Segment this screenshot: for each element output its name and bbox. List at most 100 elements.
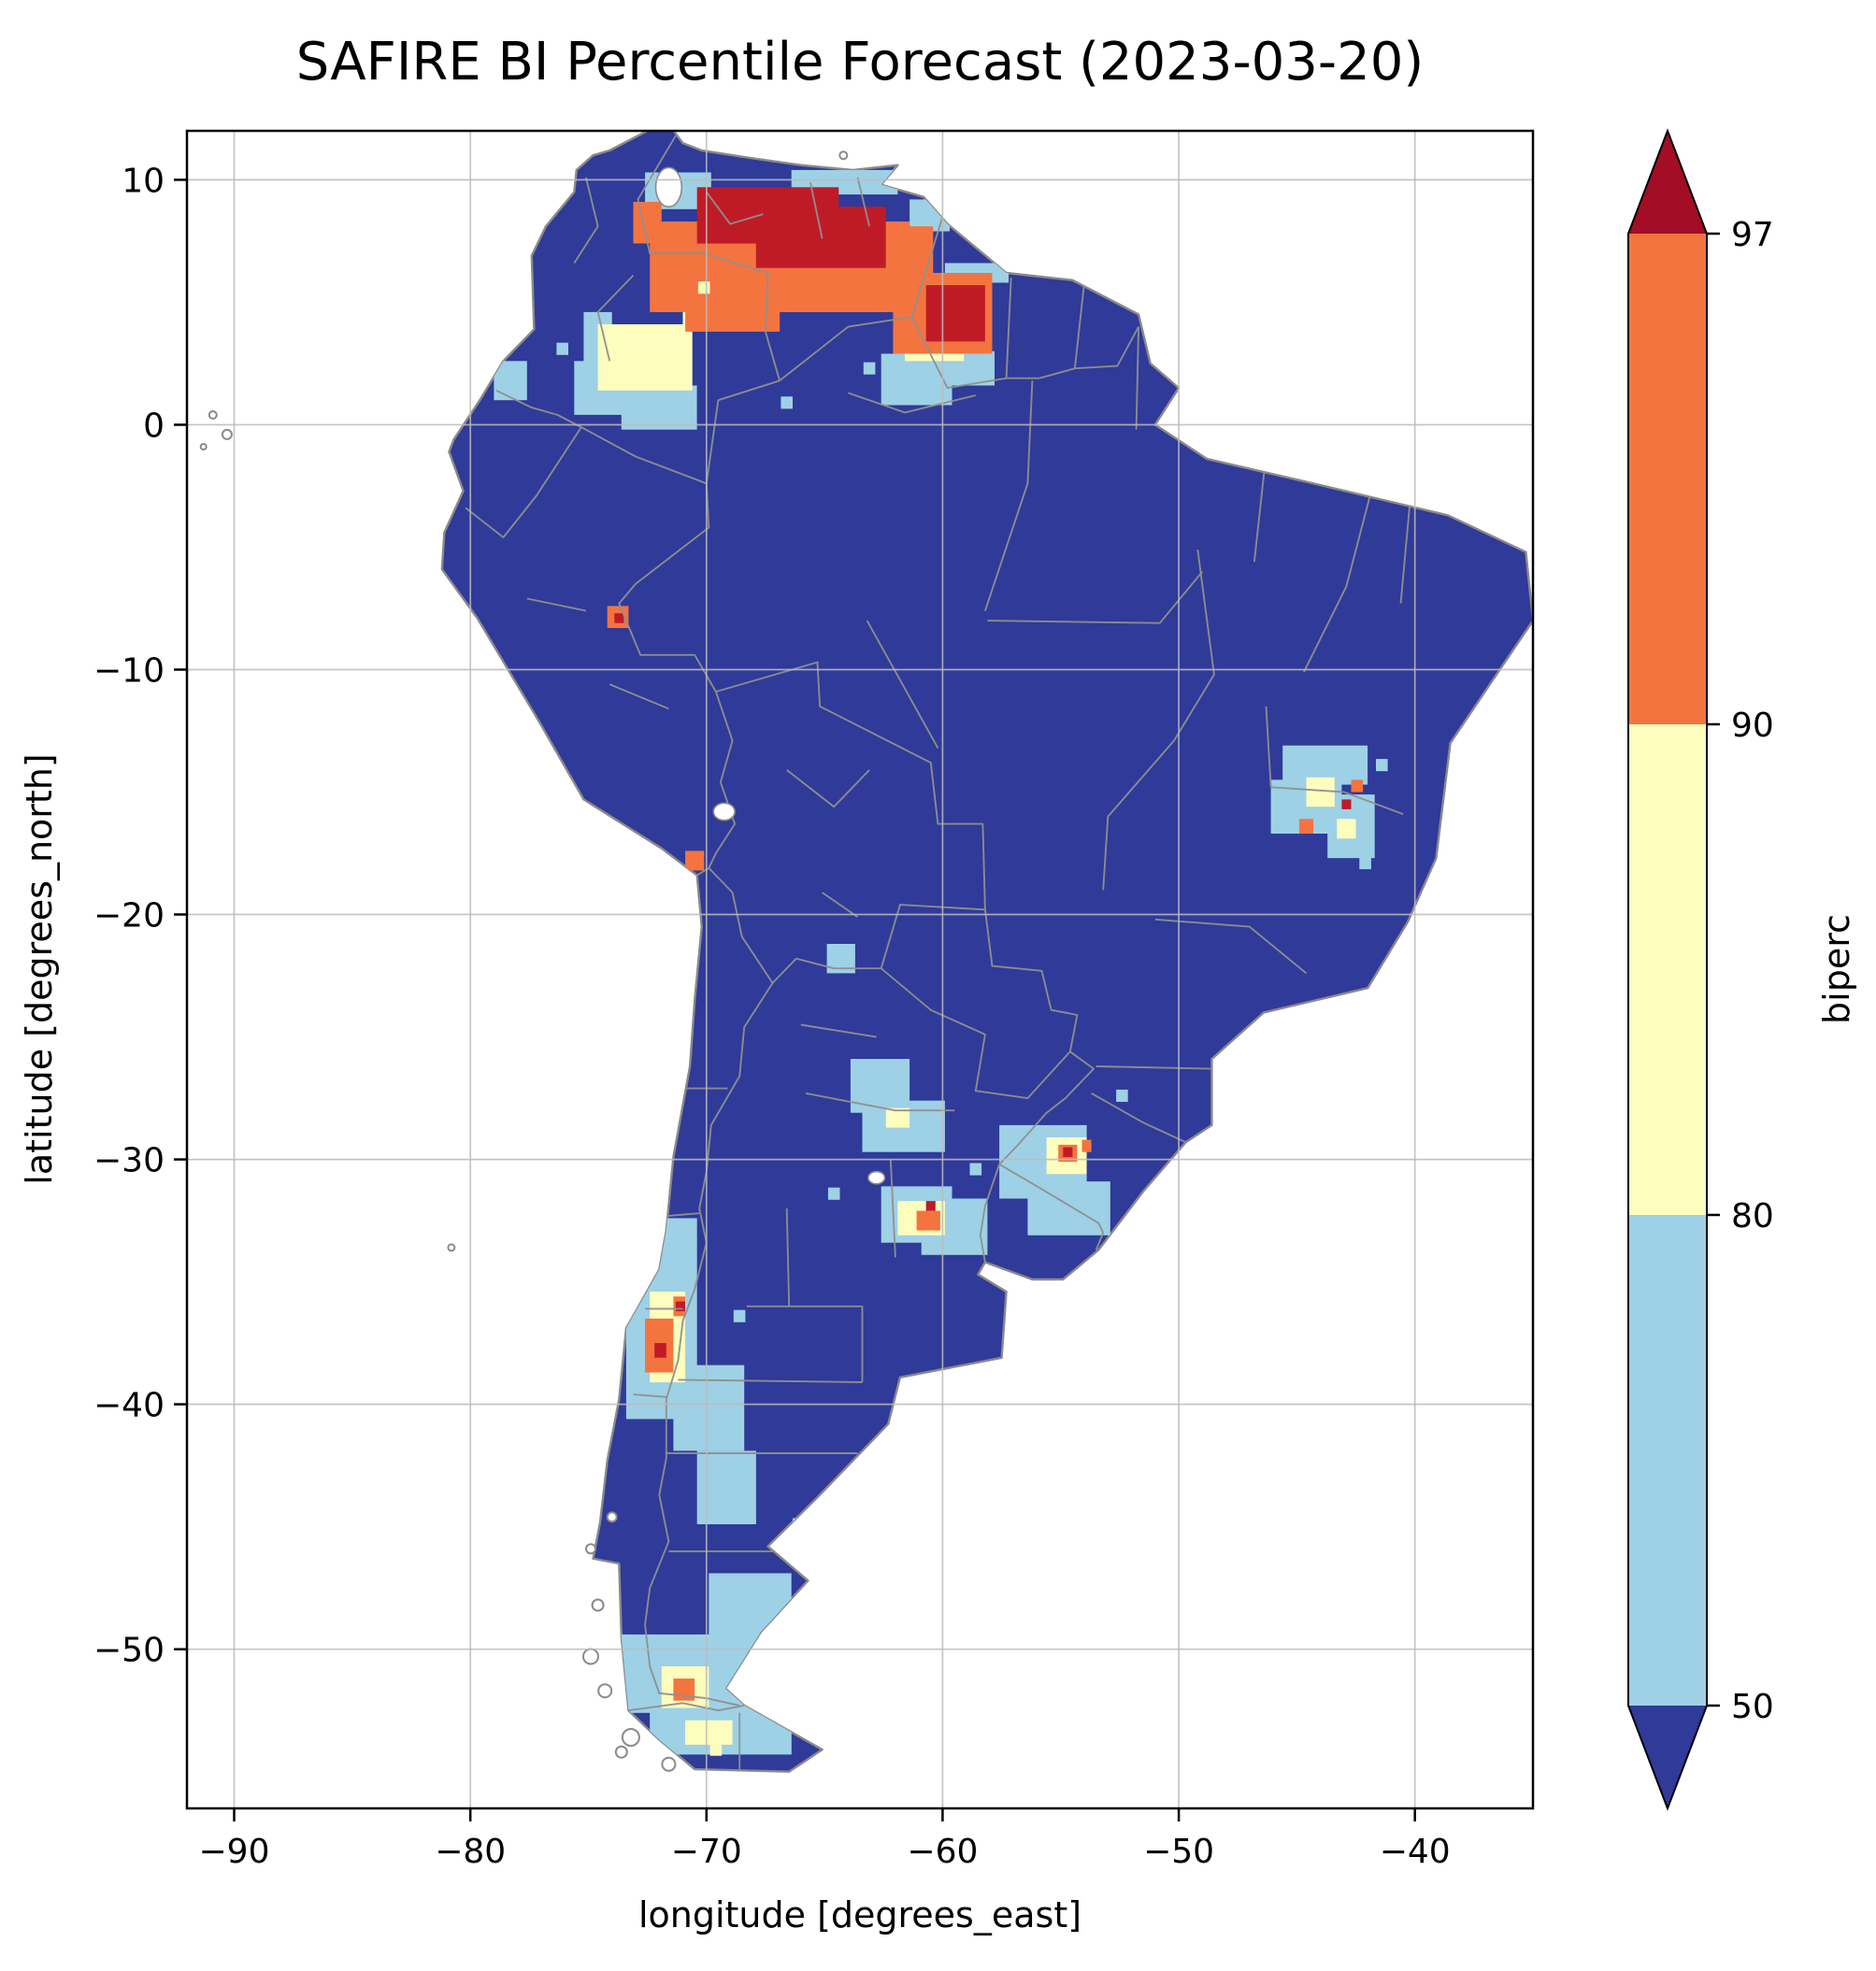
y-tick-label: −10 (93, 652, 165, 691)
border-line (668, 1212, 700, 1217)
border-line (596, 274, 635, 362)
chart-title: SAFIRE BI Percentile Forecast (2023-03-2… (296, 32, 1424, 93)
border-line (1265, 706, 1272, 788)
region-cell (1081, 1139, 1092, 1152)
region-cell (614, 613, 624, 623)
region-cell (1306, 777, 1335, 807)
border-line (465, 426, 582, 538)
region-speck (722, 1424, 734, 1437)
x-axis-label: longitude [degrees_east] (638, 1894, 1081, 1935)
border-line (1154, 918, 1308, 975)
x-tick-label: −80 (435, 1833, 506, 1871)
colorbar-tick-label: 90 (1731, 707, 1774, 745)
region-cell (1063, 1147, 1073, 1157)
border-line (495, 389, 582, 428)
colorbar-tick-label: 50 (1731, 1688, 1774, 1726)
border-line (1091, 1092, 1186, 1144)
border-line (983, 909, 1079, 1052)
border-line (633, 1393, 666, 1398)
region-speck (1376, 759, 1388, 772)
region-cell (1027, 1181, 1110, 1235)
region-cell (916, 1210, 940, 1231)
border-line (771, 957, 881, 984)
border-line (1102, 549, 1215, 891)
island (661, 1756, 677, 1772)
border-line (746, 1305, 864, 1382)
border-line (881, 967, 1071, 1100)
x-tick-label: −40 (1380, 1833, 1451, 1871)
region-cell (621, 385, 697, 430)
border-line (1270, 786, 1404, 815)
region-cell (1341, 799, 1352, 809)
colorbar-tick-label: 97 (1731, 216, 1774, 254)
border-line (609, 683, 669, 710)
region-cell (654, 1343, 666, 1358)
border-line (998, 1163, 1105, 1250)
border-line (785, 1207, 791, 1307)
border-line (644, 982, 774, 1707)
border-line (987, 571, 1204, 624)
region-speck (863, 362, 876, 375)
y-axis-label: latitude [degrees_north] (19, 753, 60, 1184)
y-tick-label: 0 (143, 407, 165, 446)
region-cell (675, 1301, 685, 1312)
region-cell (494, 361, 527, 401)
island (621, 1728, 640, 1747)
colorbar-arrow-top (1628, 131, 1707, 234)
region-speck (709, 1743, 723, 1756)
region-cell (685, 1720, 733, 1745)
region-speck (827, 1187, 840, 1200)
island (591, 1598, 605, 1612)
island (614, 1745, 628, 1759)
region-cell (1337, 819, 1356, 839)
gridlines-layer (187, 131, 1533, 1808)
region-cell (685, 850, 705, 871)
border-line (822, 892, 859, 918)
border-line (889, 1159, 896, 1258)
region-speck (733, 1309, 746, 1322)
map-plot-area (187, 131, 1533, 1808)
region-speck (1359, 857, 1371, 870)
region-speck (750, 1726, 763, 1739)
lake (712, 802, 736, 821)
island (199, 443, 208, 450)
region-speck (1116, 1089, 1128, 1102)
region-speck (1010, 1131, 1022, 1144)
island (606, 1511, 618, 1523)
border-line (715, 661, 986, 910)
border-line (866, 620, 939, 749)
island (447, 1243, 456, 1252)
border-line (618, 483, 717, 693)
border-line (1399, 500, 1411, 604)
border-line (706, 191, 764, 225)
colorbar-band (1628, 234, 1707, 724)
island (221, 428, 233, 440)
border-line (983, 380, 1034, 611)
islands-layer (199, 150, 849, 1772)
x-tick-label: −70 (671, 1833, 742, 1871)
colorbar-band (1628, 1215, 1707, 1706)
region-cell (925, 1201, 936, 1211)
x-tick-label: −90 (199, 1833, 270, 1871)
border-line (880, 904, 985, 969)
border-line (1005, 278, 1139, 379)
lake (867, 1170, 886, 1185)
border-line (998, 1050, 1096, 1165)
border-line (526, 597, 587, 612)
border-line (1303, 495, 1371, 673)
border-line (1073, 282, 1085, 369)
lake (654, 166, 683, 208)
border-line (809, 181, 823, 239)
region-cell (885, 1107, 910, 1128)
region-speck (969, 1163, 982, 1176)
region-cell (1351, 779, 1364, 793)
plot-frame (185, 129, 1535, 1810)
border-line (637, 135, 781, 381)
border-line (678, 1378, 863, 1383)
y-axis-ticks: 10 0 −10 −20 −30 −40 −50 (93, 162, 187, 1670)
colorbar-label: biperc (1816, 914, 1857, 1024)
region-speck (697, 281, 710, 294)
region-cell (633, 202, 662, 244)
